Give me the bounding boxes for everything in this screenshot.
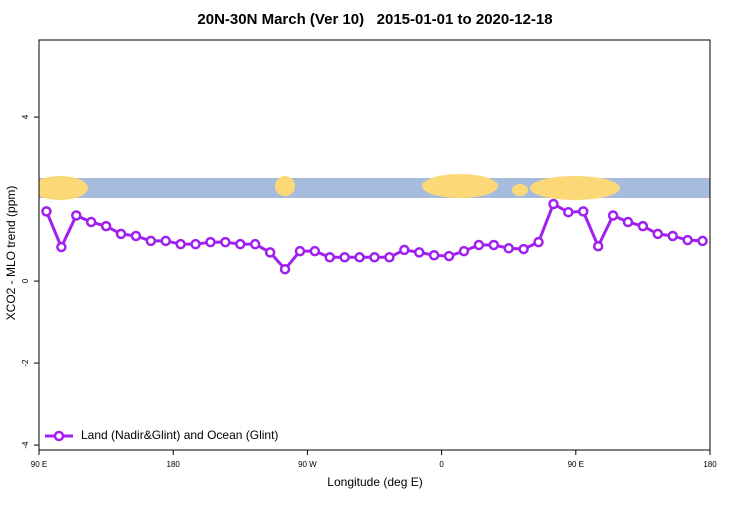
- x-tick-label: 180: [703, 460, 717, 469]
- data-point: [413, 247, 425, 258]
- data-point: [369, 252, 380, 263]
- plot-frame: [38, 39, 711, 451]
- data-point: [667, 230, 678, 242]
- data-point: [533, 236, 544, 248]
- x-axis-label: Longitude (deg E): [327, 475, 422, 489]
- data-point: [160, 235, 171, 247]
- data-point: [56, 241, 67, 253]
- data-point: [100, 220, 112, 232]
- data-point: [130, 230, 142, 242]
- data-point: [637, 220, 649, 232]
- data-point: [85, 216, 97, 228]
- y-axis-label: XCO2 - MLO trend (ppm): [4, 186, 18, 321]
- y-tick-label: -2: [21, 359, 30, 367]
- data-point: [488, 239, 500, 251]
- data-point: [279, 263, 291, 275]
- data-point: [354, 252, 365, 263]
- data-point: [697, 235, 708, 247]
- data-point: [190, 238, 201, 250]
- x-tick-label: 0: [439, 460, 444, 469]
- x-tick-label: 90 E: [568, 460, 584, 469]
- data-point: [607, 210, 619, 221]
- data-point: [682, 234, 693, 246]
- data-point: [220, 236, 231, 248]
- data-point: [71, 210, 82, 221]
- data-point: [175, 238, 186, 250]
- data-point: [264, 247, 276, 258]
- data-point: [622, 216, 634, 228]
- x-tick-label: 180: [167, 460, 181, 469]
- data-point: [145, 235, 157, 247]
- data-point: [235, 238, 246, 250]
- y-tick-label: -4: [21, 441, 30, 449]
- data-point: [578, 206, 589, 217]
- data-point: [473, 239, 485, 251]
- data-point: [309, 245, 321, 257]
- map-strip: [39, 174, 710, 200]
- y-tick-label: 0: [21, 278, 30, 283]
- data-point: [294, 245, 306, 257]
- chart-title: 20N-30N March (Ver 10) 2015-01-01 to 202…: [197, 11, 552, 28]
- data-point: [249, 238, 261, 250]
- data-point: [548, 198, 559, 210]
- data-point: [339, 252, 350, 263]
- data-point: [115, 228, 127, 240]
- data-point: [652, 228, 664, 240]
- data-point: [443, 250, 455, 262]
- data-point: [384, 252, 395, 263]
- x-tick-label: 90 W: [298, 460, 317, 469]
- data-point: [518, 243, 529, 255]
- data-point: [41, 206, 52, 217]
- data-point: [563, 206, 574, 218]
- data-point: [592, 240, 604, 252]
- legend-marker: [53, 430, 65, 442]
- x-tick-label: 90 E: [31, 460, 47, 469]
- data-point: [458, 245, 470, 257]
- data-point: [503, 243, 514, 254]
- data-point: [324, 252, 336, 263]
- data-point: [205, 236, 216, 248]
- data-point: [428, 250, 440, 261]
- legend: Land (Nadir&Glint) and Ocean (Glint): [45, 428, 278, 442]
- data-point: [399, 244, 410, 256]
- legend-label: Land (Nadir&Glint) and Ocean (Glint): [81, 428, 278, 442]
- y-tick-label: 4: [21, 114, 30, 119]
